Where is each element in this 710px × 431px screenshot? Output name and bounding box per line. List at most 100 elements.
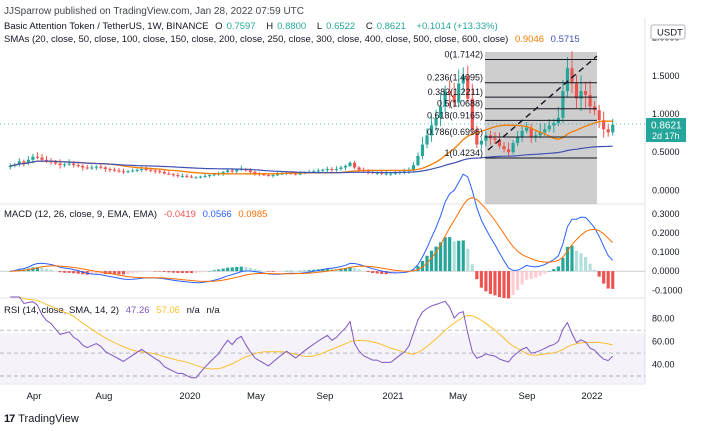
candle-body [339, 167, 343, 169]
candle-body [271, 175, 275, 177]
macd-histogram-bar [221, 268, 225, 272]
macd-histogram-bar [212, 270, 216, 272]
macd-histogram-bar [402, 271, 406, 273]
candle-body [207, 175, 212, 177]
footer-brand[interactable]: 17 TradingView [4, 413, 79, 425]
macd-histogram-bar [371, 271, 375, 274]
macd-histogram-bar [321, 268, 325, 272]
low-value: L 0.6522 [316, 21, 356, 32]
rsi-na-1: n/a [186, 305, 200, 316]
macd-histogram-bar [49, 269, 53, 272]
candle-body [565, 68, 570, 92]
macd-histogram-bar [135, 271, 139, 273]
macd-histogram-bar [574, 250, 579, 272]
published-by: JJSparrow published on TradingView.com, … [4, 6, 304, 17]
price-tick-label: 1.5000 [652, 71, 680, 81]
fib-trend-line[interactable] [487, 55, 598, 151]
candle-body [561, 91, 565, 118]
macd-histogram-bar [479, 271, 483, 288]
candle-body [162, 172, 166, 174]
sma-blue-line [10, 145, 613, 174]
candle-body [538, 132, 542, 136]
fib-retracement[interactable] [485, 52, 597, 204]
macd-line-value: 0.0566 [202, 209, 232, 220]
candle-body [443, 91, 447, 107]
macd-histogram-bar [443, 237, 447, 272]
candle-body [99, 166, 103, 168]
macd-histogram-bar [158, 271, 162, 272]
candle-body [121, 171, 126, 173]
macd-histogram-bar [94, 271, 98, 275]
macd-histogram-bar [416, 266, 420, 272]
macd-histogram-bar [67, 271, 71, 273]
candle-body [35, 156, 40, 158]
candle-body [153, 170, 157, 172]
candle-body [547, 125, 551, 130]
currency-badge[interactable]: USDT [650, 24, 686, 40]
candle-body [611, 124, 615, 133]
candle-body [72, 163, 76, 166]
macd-histogram-bar [448, 237, 452, 272]
candle-body [583, 91, 588, 95]
macd-histogram-bar [167, 271, 171, 273]
candle-body [203, 175, 207, 177]
candle-body [76, 165, 80, 167]
candle-body [90, 167, 94, 169]
candle-body [375, 172, 379, 174]
price-badge-countdown: 2d 17h [652, 131, 680, 141]
macd-histogram-bar [529, 271, 533, 279]
macd-histogram-bar [90, 271, 94, 275]
macd-histogram-bar [606, 271, 610, 289]
candle-body [185, 175, 189, 177]
macd-histogram-bar [298, 270, 302, 272]
macd-histogram-bar [203, 271, 207, 272]
symbol-title: Basic Attention Token / TetherUS, 1W, BI… [4, 21, 209, 32]
candle-body [493, 138, 497, 140]
macd-histogram-bar [506, 271, 511, 299]
macd-histogram-bar [475, 271, 479, 280]
macd-histogram-bar [470, 264, 474, 272]
macd-histogram-bar [429, 250, 434, 272]
macd-histogram-bar [543, 271, 547, 274]
macd-histogram-bar [502, 271, 506, 299]
macd-histogram-bar [275, 271, 280, 272]
macd-tick-label: 0.2000 [652, 228, 680, 238]
macd-histogram-bar [375, 271, 379, 274]
fib-box[interactable] [485, 52, 597, 204]
macd-histogram-bar [140, 271, 144, 272]
macd-histogram-bar [257, 269, 261, 272]
candle-body [194, 177, 198, 179]
macd-histogram-bar [230, 267, 234, 272]
main-legend: Basic Attention Token / TetherUS, 1W, BI… [4, 21, 502, 32]
open-value: O 0.7597 [215, 21, 256, 32]
macd-histogram-bar [144, 271, 148, 272]
candle-body [235, 169, 239, 172]
candle-body [31, 156, 35, 160]
price-badge-value: 0.8621 [651, 121, 682, 132]
candle-body [149, 169, 153, 171]
macd-histogram-bar [244, 267, 248, 272]
rsi-pane[interactable] [0, 296, 645, 379]
macd-histogram-bar [35, 267, 40, 272]
sma-lines [10, 120, 613, 175]
candle-body [511, 143, 515, 153]
macd-histogram-bar [117, 271, 121, 275]
macd-histogram-bar [570, 245, 574, 272]
macd-histogram-bar [303, 270, 307, 272]
macd-histogram-bar [552, 269, 556, 272]
candle-body [484, 135, 488, 141]
macd-tick-label: -0.1000 [652, 285, 683, 295]
rsi-line [10, 296, 614, 379]
macd-histogram-bar [176, 271, 180, 273]
candle-body [135, 169, 139, 171]
macd-histogram-bar [198, 271, 203, 273]
macd-pane[interactable] [0, 173, 645, 299]
candle-body [22, 161, 26, 163]
candle-body [393, 172, 397, 174]
candle-body [158, 171, 162, 173]
candle-body [330, 168, 334, 170]
tradingview-logo-icon: 17 [4, 413, 15, 425]
candle-body [525, 127, 529, 131]
macd-histogram-bar [597, 271, 601, 277]
